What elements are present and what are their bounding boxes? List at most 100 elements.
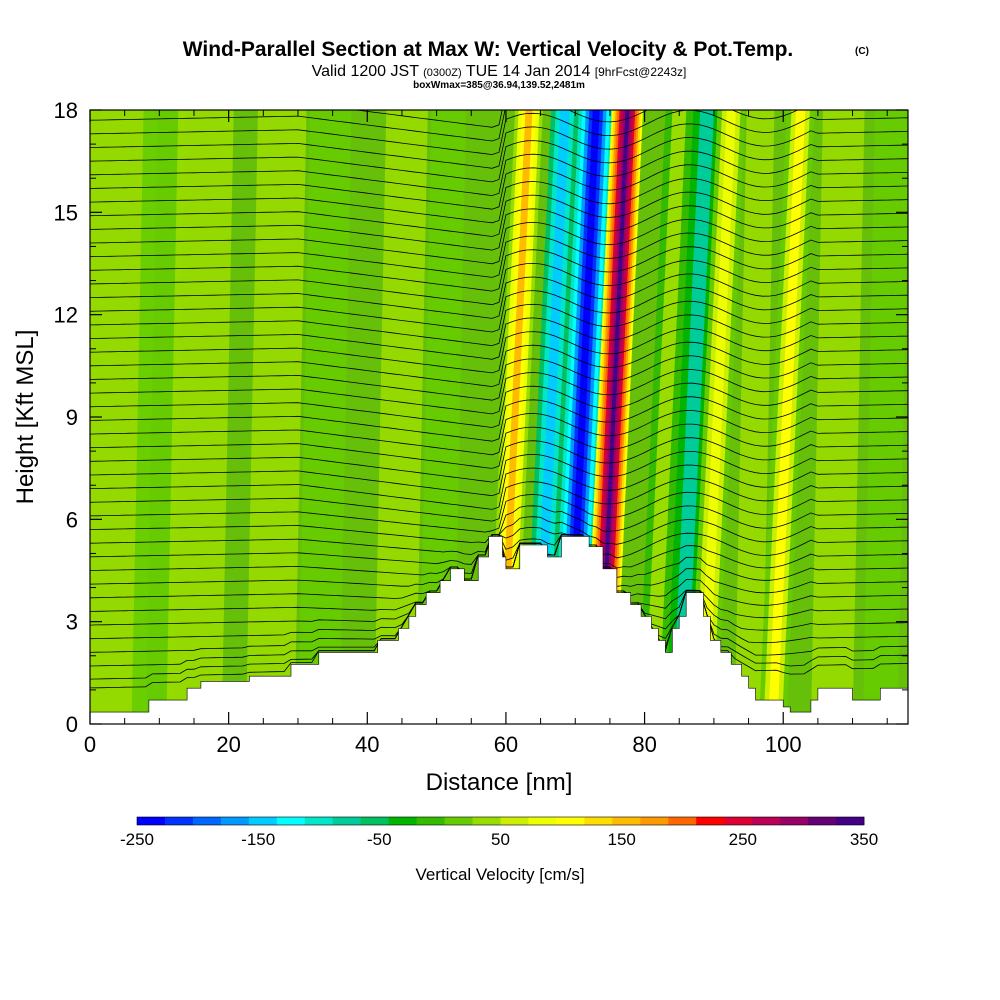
colorbar-swatch	[612, 817, 641, 825]
theta-contour	[90, 300, 908, 347]
y-tick-label: 0	[66, 712, 78, 737]
terrain-mask	[90, 536, 908, 724]
colorbar-swatch	[472, 817, 501, 825]
colorbar-tick-label: -50	[367, 830, 392, 849]
colorbar-swatch	[276, 817, 306, 825]
x-tick-label: 80	[632, 732, 656, 757]
colorbar-swatch	[332, 817, 362, 825]
colorbar-tick-label: 350	[850, 830, 878, 849]
colorbar-swatch	[360, 817, 390, 825]
colorbar-swatch	[584, 817, 613, 825]
copyright-mark: (C)	[855, 46, 869, 57]
colorbar: -250 -150 -50 50 150 250 350	[120, 816, 878, 849]
theta-contour	[90, 110, 799, 142]
theta-contour	[90, 273, 908, 319]
colorbar-swatch	[164, 817, 194, 825]
theta-contour	[90, 423, 908, 469]
valid-prefix: Valid 1200 JST	[312, 63, 420, 80]
colorbar-tick-label: -150	[241, 830, 275, 849]
colorbar-swatch	[780, 817, 809, 825]
theta-contour	[90, 164, 908, 210]
colorbar-swatch	[220, 817, 250, 825]
colorbar-swatch	[724, 817, 753, 825]
x-axis-label: Distance [nm]	[426, 769, 573, 796]
theta-contour	[90, 110, 908, 156]
colorbar-swatch	[836, 817, 865, 825]
colorbar-swatch	[808, 817, 837, 825]
colorbar-swatch	[248, 817, 278, 825]
valid-date: TUE 14 Jan 2014	[466, 63, 591, 80]
theta-contour	[90, 246, 908, 292]
y-tick-label: 18	[54, 98, 78, 123]
theta-contour	[90, 287, 908, 333]
x-axis: 0 20 40 60 80 100	[84, 110, 888, 757]
y-tick-label: 3	[66, 610, 78, 635]
forecast-info: [9hrFcst@2243z]	[595, 65, 687, 79]
chart-title: Wind-Parallel Section at Max W: Vertical…	[183, 38, 794, 61]
colorbar-swatch	[192, 817, 222, 825]
theta-contour	[90, 451, 908, 497]
theta-contour	[90, 505, 908, 544]
colorbar-swatch	[668, 817, 697, 825]
colorbar-swatch	[137, 817, 166, 825]
theta-contour	[90, 205, 908, 251]
y-tick-label: 6	[66, 507, 78, 532]
x-tick-label: 40	[355, 732, 379, 757]
colorbar-swatch	[556, 817, 585, 825]
x-tick-label: 100	[765, 732, 802, 757]
theta-contour	[90, 123, 908, 169]
theta-contour	[90, 396, 908, 442]
bg-velocity-band	[810, 110, 865, 724]
bg-velocity-band	[297, 110, 352, 724]
theta-contour	[90, 409, 908, 456]
y-axis-label: Height [Kft MSL]	[12, 330, 39, 505]
theta-contour	[90, 464, 908, 510]
x-tick-label: 20	[216, 732, 240, 757]
colorbar-swatch	[528, 817, 557, 825]
theta-contour	[90, 341, 908, 388]
plot-area	[90, 110, 908, 724]
valid-utc: (0300Z)	[423, 67, 462, 79]
colorbar-label: Vertical Velocity [cm/s]	[415, 865, 584, 884]
potential-temperature-contours	[90, 110, 908, 689]
theta-contour	[90, 369, 908, 415]
y-tick-label: 15	[54, 200, 78, 225]
theta-contour	[90, 437, 908, 483]
x-tick-label: 60	[494, 732, 518, 757]
bg-velocity-band	[862, 110, 908, 724]
box-wmax-info: boxWmax=385@36.94,139.52,2481m	[413, 80, 585, 91]
theta-contour	[90, 150, 908, 197]
y-tick-label: 9	[66, 405, 78, 430]
theta-contour	[90, 218, 908, 265]
updraft-band	[768, 110, 806, 724]
theta-contour	[353, 110, 503, 128]
colorbar-swatch	[416, 817, 445, 825]
bg-velocity-band	[166, 110, 234, 724]
theta-contour	[90, 314, 908, 360]
theta-contour	[90, 355, 908, 401]
theta-contour	[90, 259, 908, 306]
colorbar-swatch	[696, 817, 725, 825]
colorbar-tick-label: 50	[491, 830, 510, 849]
theta-contour	[90, 491, 908, 533]
colorbar-tick-label: 250	[729, 830, 757, 849]
bg-velocity-band	[374, 110, 428, 724]
bg-velocity-band	[734, 110, 775, 724]
x-tick-label: 0	[84, 732, 96, 757]
theta-contour	[90, 478, 908, 522]
downdraft-band	[672, 110, 715, 724]
colorbar-swatch	[388, 817, 418, 825]
colorbar-swatch	[444, 817, 473, 825]
y-tick-label: 12	[54, 303, 78, 328]
theta-contour	[90, 382, 908, 428]
theta-contour	[90, 137, 908, 183]
colorbar-frame	[136, 816, 865, 826]
theta-contour	[90, 328, 908, 374]
colorbar-swatch	[304, 817, 334, 825]
theta-contour	[90, 178, 908, 224]
y-axis: 0 3 6 9 12 15 18	[54, 98, 908, 737]
colorbar-swatch	[640, 817, 669, 825]
theta-contour	[90, 191, 908, 237]
colorbar-tick-label: -250	[120, 830, 154, 849]
